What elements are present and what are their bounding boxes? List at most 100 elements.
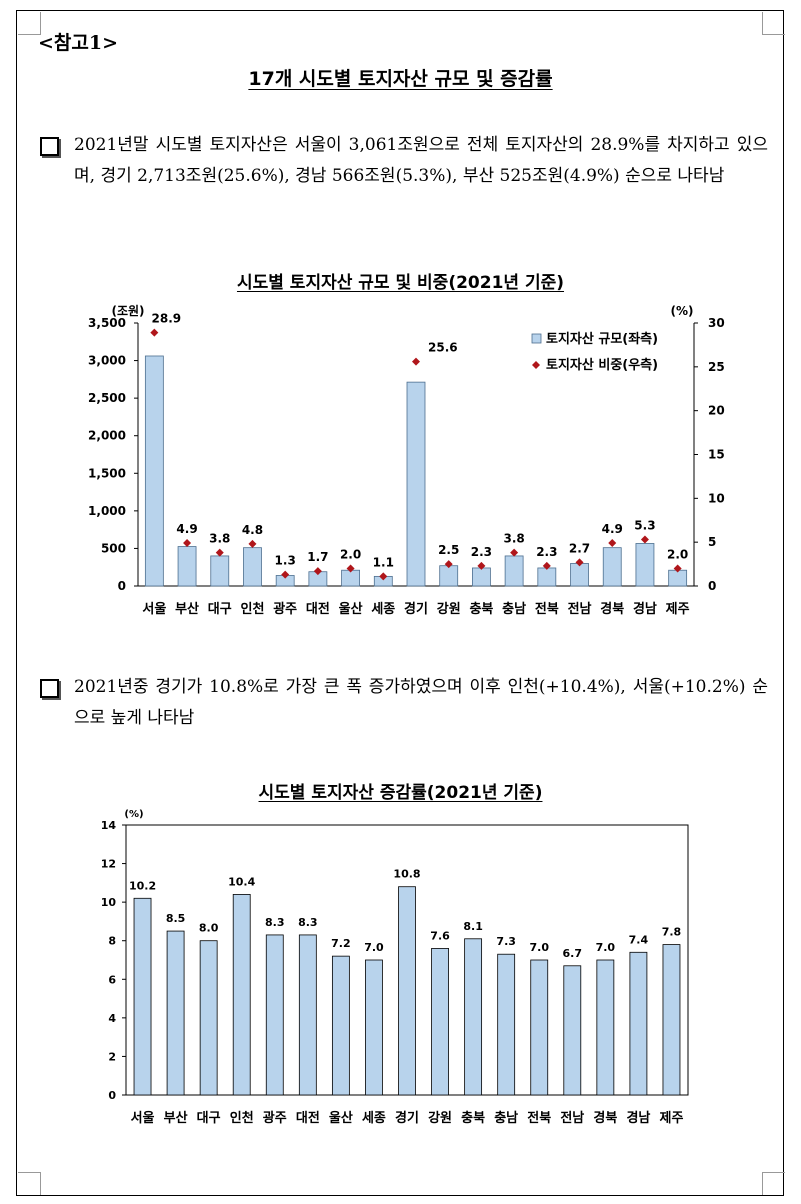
x-tick-label: 강원	[437, 601, 461, 617]
x-tick-label: 제주	[666, 602, 690, 617]
bar-growth-rate	[629, 951, 648, 1096]
y-unit: (%)	[124, 809, 143, 820]
bar-land-asset-size	[504, 555, 524, 587]
land-asset-size-chart: 0 500 1,000 1,500 2,000 2,500 3,000 3,500 0 5 10 15…	[88, 304, 725, 617]
data-label: 5.3	[634, 519, 655, 533]
x-tick-label: 대구	[197, 1111, 221, 1126]
x-tick-label: 울산	[329, 1110, 353, 1126]
marker-land-asset-share	[608, 539, 617, 548]
y-tick-label: 6	[108, 973, 116, 986]
bullet-text: 2021년말 시도별 토지자산은 서울이 3,061조원으로 전체 토지자산의 …	[74, 135, 768, 186]
x-tick-label: 경기	[395, 1110, 419, 1126]
bar-growth-rate	[265, 934, 284, 1096]
x-tick-label: 경기	[404, 601, 428, 617]
data-label: 4.8	[242, 523, 263, 537]
marker-land-asset-share	[640, 535, 649, 544]
checkbox-square-icon	[40, 679, 59, 698]
bullet-paragraph: 2021년중 경기가 10.8%로 가장 큰 폭 증가하였으며 이후 인천(+1…	[40, 672, 768, 734]
marker-land-asset-share	[313, 567, 322, 576]
data-label: 2.0	[340, 547, 361, 561]
chart-title: 시도별 토지자산 증감률(2021년 기준)	[0, 778, 801, 803]
data-label: 1.7	[307, 550, 328, 564]
page-frame	[16, 10, 784, 1196]
y-tick-label: 10	[101, 896, 117, 909]
legend-swatch-share	[532, 361, 540, 369]
x-tick-label: 제주	[660, 1111, 684, 1126]
y-tick-label: 8	[108, 935, 116, 948]
data-label: 2.3	[471, 545, 492, 559]
corner-mark	[18, 1172, 41, 1195]
chart-title-text: 시도별 토지자산 증감률(2021년 기준)	[258, 783, 543, 803]
legend-swatch-size	[531, 333, 542, 344]
data-label: 7.6	[430, 929, 450, 942]
data-label: 7.3	[496, 935, 516, 948]
y-right-tick-label: 20	[708, 404, 725, 418]
y-right-tick-label: 0	[708, 579, 716, 593]
x-tick-label: 대전	[306, 601, 330, 617]
data-label: 7.2	[331, 937, 351, 950]
bullet-paragraph: 2021년말 시도별 토지자산은 서울이 3,061조원으로 전체 토지자산의 …	[40, 130, 768, 192]
data-label: 4.9	[176, 522, 197, 536]
bar-growth-rate	[365, 959, 383, 1096]
bar-land-asset-size	[144, 355, 164, 587]
checkbox-square-icon	[40, 137, 59, 156]
y-tick-label: 2	[108, 1050, 116, 1063]
marker-land-asset-share	[477, 561, 486, 570]
data-label: 4.9	[602, 522, 623, 536]
x-tick-label: 광주	[263, 1111, 287, 1126]
marker-land-asset-share	[510, 548, 519, 557]
data-label: 3.8	[503, 532, 524, 546]
marker-land-asset-share	[412, 357, 420, 366]
bar-growth-rate	[530, 959, 549, 1096]
bar-land-asset-size	[243, 547, 262, 587]
y-right-tick-label: 10	[708, 491, 725, 505]
y-left-unit: (조원)	[111, 304, 144, 318]
marker-land-asset-share	[444, 560, 453, 569]
bar-land-asset-size	[177, 546, 197, 587]
bar-growth-rate	[497, 953, 516, 1096]
y-left-tick-label: 3,000	[88, 354, 126, 368]
data-label: 7.0	[364, 941, 384, 954]
x-tick-label: 충남	[494, 1110, 518, 1126]
marker-land-asset-share	[673, 564, 682, 573]
bar-growth-rate	[662, 944, 681, 1096]
x-tick-label: 경남	[626, 1110, 650, 1126]
x-tick-label: 대전	[296, 1110, 320, 1126]
bar-land-asset-size	[635, 543, 655, 587]
marker-land-asset-share	[575, 558, 584, 567]
marker-land-asset-share	[542, 561, 551, 570]
y-right-tick-label: 15	[708, 448, 725, 462]
chart-title-text: 시도별 토지자산 규모 및 비중(2021년 기준)	[236, 273, 565, 293]
data-label: 3.8	[209, 532, 230, 546]
x-tick-label: 충남	[502, 601, 526, 617]
data-label: 1.1	[373, 555, 394, 569]
y-tick-label: 4	[108, 1012, 116, 1025]
data-label: 2.3	[536, 545, 557, 559]
y-left-tick-label: 1,500	[88, 466, 126, 480]
x-tick-label: 세종	[362, 1111, 386, 1126]
x-tick-label: 경북	[600, 601, 624, 617]
bar-growth-rate	[199, 940, 218, 1096]
y-left-tick-label: 2,500	[88, 391, 126, 405]
x-tick-label: 광주	[273, 602, 297, 617]
x-tick-label: 전북	[535, 601, 559, 617]
x-tick-label: 충북	[461, 1110, 485, 1126]
bar-growth-rate	[232, 894, 251, 1096]
bar-land-asset-size	[537, 567, 557, 587]
bar-growth-rate	[298, 934, 317, 1096]
data-label: 8.1	[463, 920, 483, 933]
document-title-text: 17개 시도별 토지자산 규모 및 증감률	[248, 68, 553, 90]
x-tick-label: 서울	[142, 601, 166, 617]
data-label: 7.4	[629, 933, 649, 946]
bar-land-asset-size	[406, 381, 426, 587]
corner-mark	[762, 12, 785, 35]
bar-growth-rate	[133, 897, 152, 1096]
y-tick-label: 12	[101, 858, 116, 871]
x-tick-label: 경남	[633, 601, 657, 617]
bar-land-asset-size	[570, 563, 589, 587]
bar-land-asset-size	[602, 547, 622, 587]
marker-land-asset-share	[215, 548, 224, 557]
x-tick-label: 세종	[371, 602, 395, 617]
y-right-tick-label: 5	[708, 535, 716, 549]
x-tick-label: 강원	[428, 1110, 452, 1126]
